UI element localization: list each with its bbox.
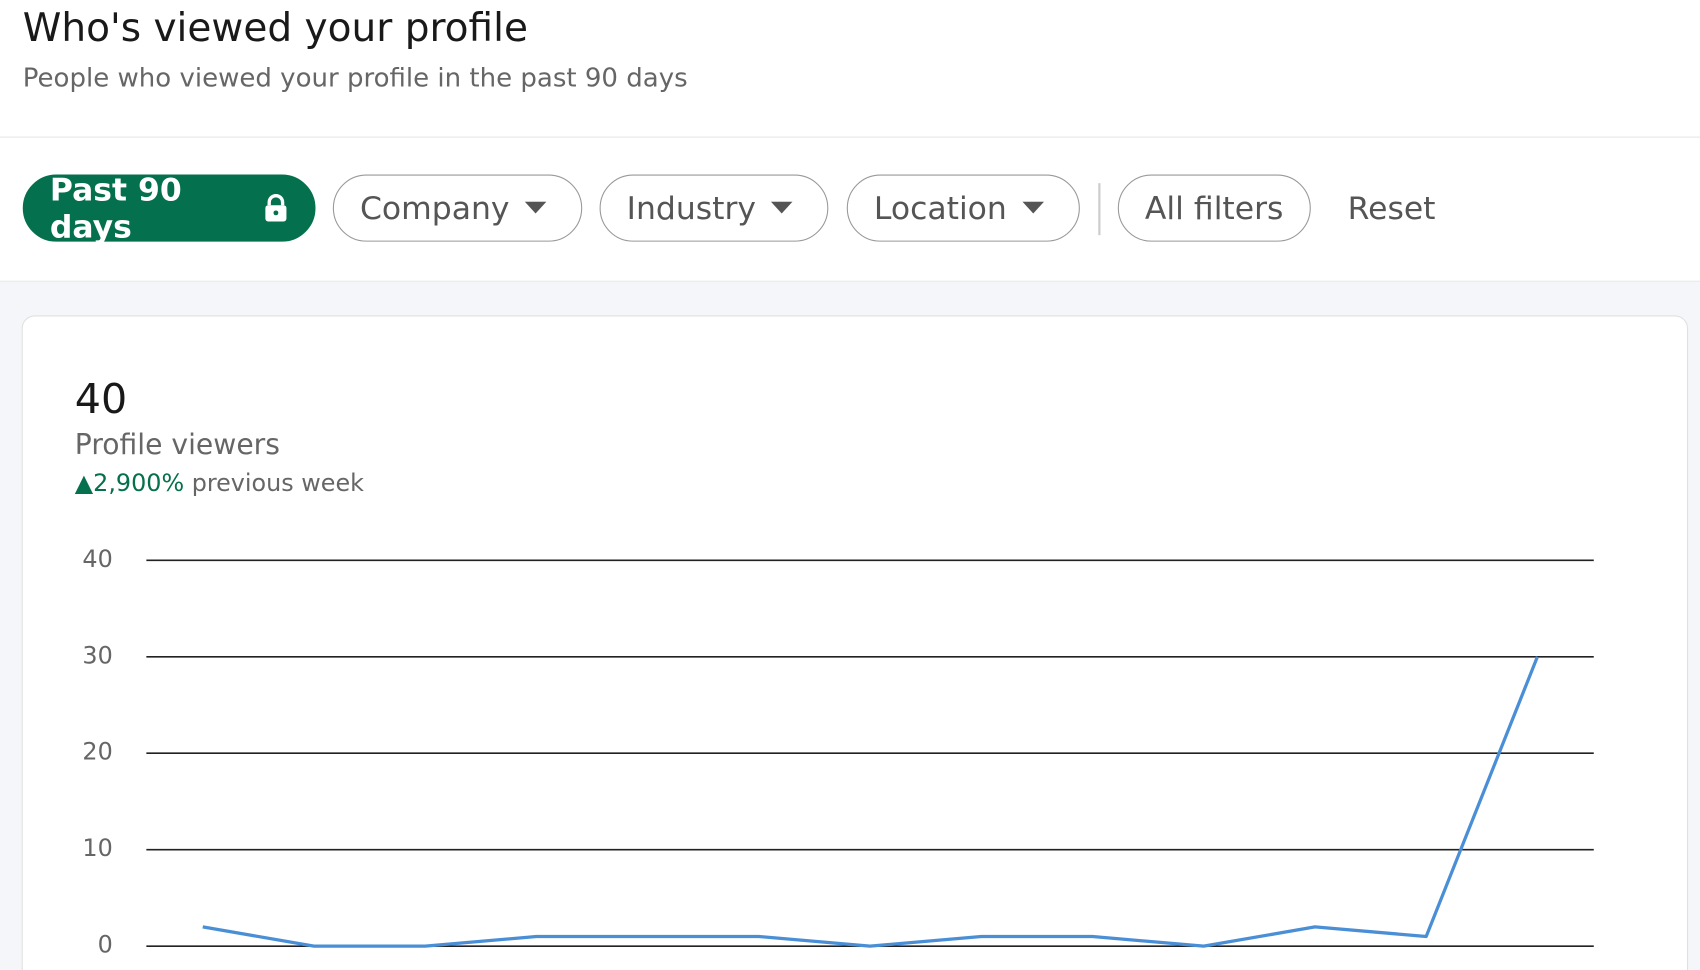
caret — [524, 201, 547, 214]
separator — [1098, 183, 1101, 236]
label: Industry — [626, 189, 757, 227]
card — [21, 315, 1689, 970]
company-filter[interactable]: Company — [332, 174, 583, 242]
y-tick-label: 0 — [98, 931, 113, 959]
y-tick-label: 20 — [82, 738, 112, 766]
y-tick-label: 10 — [82, 834, 112, 862]
change-value: 2,900% — [93, 470, 185, 498]
industry-filter[interactable]: Industry — [599, 174, 829, 242]
divider — [0, 136, 1700, 138]
period-filter[interactable]: Past 90 days — [22, 171, 316, 245]
caret — [771, 201, 793, 214]
all-filters[interactable]: All filters — [1117, 174, 1311, 242]
page-title: Who's viewed your profile — [22, 6, 528, 51]
location-filter[interactable]: Location — [846, 174, 1080, 242]
label: Past 90 days — [49, 171, 182, 245]
label: Company — [359, 189, 510, 227]
data-line — [202, 656, 1539, 948]
page-subtitle: People who viewed your profile in the pa… — [22, 62, 688, 94]
change: ▲2,900% previous week — [75, 470, 364, 497]
caret — [1022, 201, 1044, 214]
change-arrow: ▲ — [74, 470, 94, 498]
reset-button[interactable]: Reset — [1347, 189, 1436, 227]
change-note: previous week — [191, 470, 364, 498]
y-tick-label: 30 — [82, 641, 112, 669]
viewer-count: 40 — [74, 374, 128, 423]
filter-bar: Past 90 days Company Industry Location A… — [0, 138, 1700, 282]
y-tick-label: 40 — [82, 545, 112, 573]
lock-icon — [265, 193, 287, 222]
viewer-label: Profile viewers — [74, 429, 280, 462]
label: Location — [873, 189, 1007, 227]
label: All filters — [1144, 189, 1284, 227]
